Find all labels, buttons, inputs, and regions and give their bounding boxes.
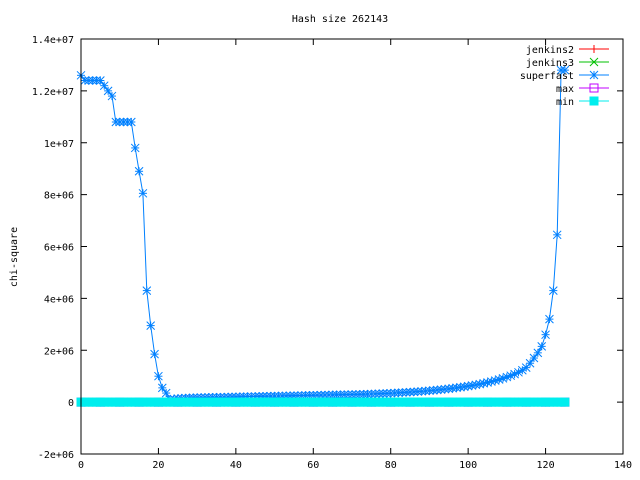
series-line (80, 69, 565, 401)
x-tick-label: 80 (385, 460, 397, 471)
x-tick-label: 20 (152, 460, 164, 471)
legend-item: superfast (520, 70, 609, 82)
x-tick-label: 140 (614, 460, 632, 471)
legend-label: superfast (520, 71, 574, 82)
data-point (545, 314, 554, 324)
legend-item: jenkins2 (526, 45, 609, 56)
x-tick-label: 0 (78, 460, 84, 471)
y-tick-label: 1.4e+07 (32, 35, 74, 46)
x-tick-label: 120 (537, 460, 555, 471)
legend-label: max (556, 84, 574, 95)
y-tick-label: 1e+07 (44, 139, 74, 150)
y-tick-label: 8e+06 (44, 191, 74, 202)
data-point (157, 383, 167, 393)
data-point (154, 371, 163, 381)
data-point (533, 348, 543, 358)
data-point (552, 230, 562, 240)
y-tick-label: -2e+06 (38, 450, 74, 461)
data-point (541, 330, 550, 340)
y-tick-label: 0 (68, 398, 74, 409)
data-point (126, 117, 136, 127)
data-point (142, 286, 152, 295)
data-point (96, 76, 105, 85)
data-point (589, 96, 599, 106)
x-tick-label: 60 (307, 460, 319, 471)
y-tick-label: 4e+06 (44, 294, 74, 305)
chart-title: Hash size 262143 (292, 14, 388, 25)
plot-frame (80, 38, 624, 455)
data-point (99, 81, 109, 91)
y-tick-label: 1.2e+07 (32, 87, 74, 98)
plot-series (76, 65, 570, 407)
data-point (537, 342, 547, 351)
y-tick-label: 6e+06 (44, 243, 74, 254)
legend-label: min (556, 97, 574, 108)
legend-label: jenkins3 (526, 58, 574, 69)
series-superfast (76, 65, 570, 404)
data-point (589, 57, 599, 67)
data-point (150, 349, 159, 359)
data-point (146, 321, 156, 330)
data-point (134, 166, 144, 176)
data-point (103, 86, 113, 96)
y-tick-label: 2e+06 (44, 346, 74, 357)
y-axis-label: chi-square (9, 227, 20, 287)
legend-item: min (556, 96, 609, 108)
data-point (548, 286, 558, 295)
data-point (529, 353, 539, 363)
x-tick-label: 40 (230, 460, 242, 471)
series-min (76, 397, 570, 407)
x-tick-label: 100 (459, 460, 477, 471)
legend-label: jenkins2 (526, 45, 574, 56)
data-point (590, 45, 598, 53)
data-point (589, 83, 599, 93)
data-point (525, 358, 535, 368)
legend-item: jenkins3 (526, 57, 609, 69)
legend-item: max (556, 83, 609, 95)
data-point (130, 143, 140, 153)
data-point (138, 188, 148, 198)
data-point (589, 70, 599, 80)
axis-ticks: 0 20 40 60 80 100 120 140 -2e+06 0 2e+06 4e+06 6e+06… (32, 35, 632, 471)
data-point (560, 65, 570, 75)
data-point (107, 91, 117, 101)
legend: jenkins2 jenkins3 superfast max min (520, 45, 609, 108)
data-point (560, 397, 570, 407)
